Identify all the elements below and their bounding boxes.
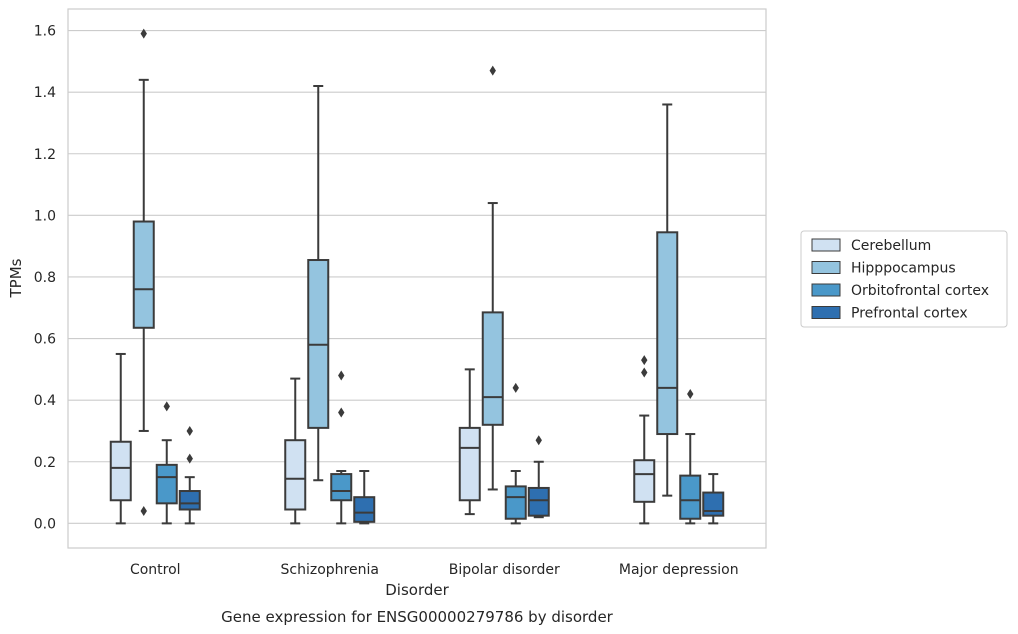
y-tick-label: 0.2 bbox=[34, 455, 56, 471]
outlier-point bbox=[641, 367, 648, 378]
legend-frame bbox=[800, 230, 1008, 328]
outlier-point bbox=[140, 506, 147, 517]
y-tick-label: 1.2 bbox=[34, 147, 56, 163]
box-0-0 bbox=[109, 352, 132, 525]
box bbox=[679, 474, 702, 520]
box bbox=[155, 463, 178, 505]
outlier-point bbox=[512, 382, 519, 393]
chart-caption: Gene expression for ENSG00000279786 by d… bbox=[221, 608, 614, 626]
legend-swatch bbox=[811, 306, 841, 319]
box bbox=[504, 485, 527, 520]
box-1-3 bbox=[656, 103, 679, 497]
legend-label: Prefrontal cortex bbox=[851, 306, 968, 322]
legend-swatch bbox=[811, 261, 841, 274]
legend-items: Cerebellum Hipppocampus Orbitofrontal cort… bbox=[811, 238, 989, 322]
box bbox=[481, 311, 504, 426]
y-tick-label: 0.8 bbox=[34, 270, 56, 286]
box-1-2 bbox=[481, 65, 504, 491]
box bbox=[656, 231, 679, 436]
box bbox=[284, 439, 307, 511]
outlier-point bbox=[535, 435, 542, 446]
plot-frame bbox=[67, 8, 767, 549]
box-0-1 bbox=[284, 377, 307, 525]
box bbox=[702, 491, 725, 517]
y-tick-label: 1.0 bbox=[34, 208, 56, 224]
box bbox=[458, 426, 481, 502]
box-2-3 bbox=[679, 389, 702, 525]
y-tick-label: 0.0 bbox=[34, 516, 56, 532]
box-3-0 bbox=[178, 425, 201, 525]
legend-label: Orbitofrontal cortex bbox=[851, 283, 989, 299]
y-tick-label: 0.4 bbox=[34, 393, 56, 409]
x-tick-label: Schizophrenia bbox=[281, 562, 379, 578]
outlier-point bbox=[186, 453, 193, 464]
box bbox=[178, 490, 201, 511]
legend-label: Hipppocampus bbox=[851, 261, 956, 277]
x-tick-label: Control bbox=[130, 562, 181, 578]
box bbox=[109, 440, 132, 502]
y-tick-label: 1.4 bbox=[34, 85, 56, 101]
box-3-1 bbox=[353, 470, 376, 525]
box bbox=[132, 220, 155, 329]
box bbox=[330, 473, 353, 502]
y-tick-label: 0.6 bbox=[34, 332, 56, 348]
x-tick-label: Bipolar disorder bbox=[449, 562, 560, 578]
legend: Cerebellum Hipppocampus Orbitofrontal cort… bbox=[800, 230, 1008, 328]
box bbox=[527, 486, 550, 517]
legend-label: Cerebellum bbox=[851, 238, 931, 254]
outlier-point bbox=[338, 370, 345, 381]
outlier-point bbox=[687, 389, 694, 399]
box-2-1 bbox=[330, 370, 353, 525]
box-3-3 bbox=[702, 473, 725, 525]
box-2-0 bbox=[155, 401, 178, 525]
outlier-point bbox=[186, 425, 193, 436]
box-1-0 bbox=[132, 28, 155, 517]
y-axis-label: TPMs bbox=[7, 258, 25, 298]
legend-swatch bbox=[811, 238, 841, 252]
outlier-point bbox=[163, 401, 170, 412]
box-layer bbox=[109, 28, 725, 525]
box-1-1 bbox=[307, 85, 330, 482]
outlier-point bbox=[641, 355, 648, 366]
legend-swatch bbox=[811, 283, 841, 297]
x-tick-label: Major depression bbox=[619, 562, 739, 578]
x-axis: Control Schizophrenia Bipolar disorder Majo… bbox=[130, 562, 739, 578]
box bbox=[633, 459, 656, 503]
box-0-3 bbox=[633, 355, 656, 525]
box-2-2 bbox=[504, 382, 527, 525]
outlier-point bbox=[489, 65, 496, 76]
grid-layer bbox=[68, 30, 766, 524]
box bbox=[353, 496, 376, 523]
outlier-point bbox=[140, 28, 147, 39]
x-axis-label: Disorder bbox=[385, 581, 449, 599]
y-axis: 0.0 0.2 0.4 0.6 0.8 1.0 1.2 1.4 1.6 bbox=[34, 24, 56, 533]
box-0-2 bbox=[458, 368, 481, 516]
y-tick-label: 1.6 bbox=[34, 24, 56, 40]
outlier-point bbox=[338, 407, 345, 418]
box-3-2 bbox=[527, 435, 550, 519]
